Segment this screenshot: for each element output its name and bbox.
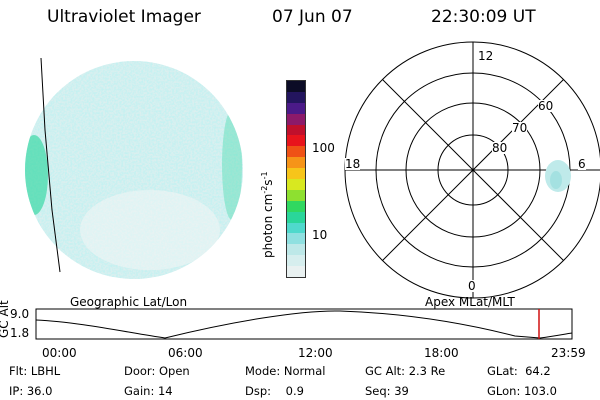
geographic-label: Geographic Lat/Lon [70, 295, 188, 309]
aurora-band-right [222, 110, 242, 220]
info-gc-alt: GC Alt: 2.3 Re [365, 364, 446, 378]
mlat-label-80: 80 [492, 141, 508, 155]
altitude-xtick-2359: 23:59 [551, 346, 586, 360]
date-label: 07 Jun 07 [272, 7, 353, 27]
polar-diagonal-2 [382, 79, 564, 261]
altitude-plot-frame [35, 308, 573, 340]
colorbar-segment [287, 91, 305, 103]
altitude-xtick-1800: 18:00 [424, 346, 459, 360]
mlt-label-0: 0 [468, 279, 476, 293]
altitude-curve [35, 310, 573, 339]
colorbar-segment [287, 113, 305, 125]
colorbar-segment [287, 157, 305, 169]
colorbar-segment [287, 244, 305, 256]
info-mode: Mode: Normal [245, 364, 326, 378]
info-dsp: Dsp: 0.9 [245, 384, 304, 398]
instrument-title: Ultraviolet Imager [47, 7, 201, 27]
info-ip: IP: 36.0 [9, 384, 53, 398]
mlat-label-70: 70 [512, 121, 528, 135]
mlt-label-12: 12 [478, 49, 494, 63]
info-gain: Gain: 14 [124, 384, 173, 398]
mlat-label-60: 60 [538, 99, 554, 113]
mlt-label-18: 18 [345, 157, 361, 171]
colorbar-segment [287, 124, 305, 136]
colorbar-tick-100: 100 [312, 141, 335, 155]
colorbar-segment [287, 135, 305, 147]
colorbar-segment [287, 211, 305, 223]
colorbar-segment [287, 146, 305, 158]
altitude-xtick-0600: 06:00 [168, 346, 203, 360]
colorbar-segment [287, 178, 305, 190]
colorbar-segment [287, 102, 305, 114]
colorbar-segment [287, 255, 305, 267]
altitude-xtick-1200: 12:00 [298, 346, 333, 360]
info-glon: GLon: 103.0 [487, 384, 557, 398]
mlt-label-6: 6 [578, 157, 586, 171]
time-label: 22:30:09 UT [431, 7, 536, 27]
altitude-xtick-0000: 00:00 [42, 346, 77, 360]
colorbar-segment [287, 168, 305, 179]
info-door: Door: Open [124, 364, 190, 378]
colorbar-segment [287, 189, 305, 201]
info-seq: Seq: 39 [365, 384, 409, 398]
altitude-ytick-1-8: 1.8 [10, 326, 30, 340]
color-scale-bar [286, 80, 306, 278]
colorbar-tick-10: 10 [312, 228, 328, 242]
colorbar-segment [287, 80, 305, 92]
altitude-ytick-9: 9.0 [10, 307, 30, 321]
colorbar-segment [287, 233, 305, 245]
info-flt: Flt: LBHL [9, 364, 61, 378]
colorbar-segment [287, 200, 305, 212]
apex-label: Apex MLat/MLT [425, 295, 515, 309]
info-glat: GLat: 64.2 [487, 364, 551, 378]
colorbar-segment [287, 222, 305, 234]
terminator-line [40, 57, 61, 273]
altitude-ylabel: GC Alt [0, 300, 11, 338]
colorbar-segment [287, 266, 305, 277]
